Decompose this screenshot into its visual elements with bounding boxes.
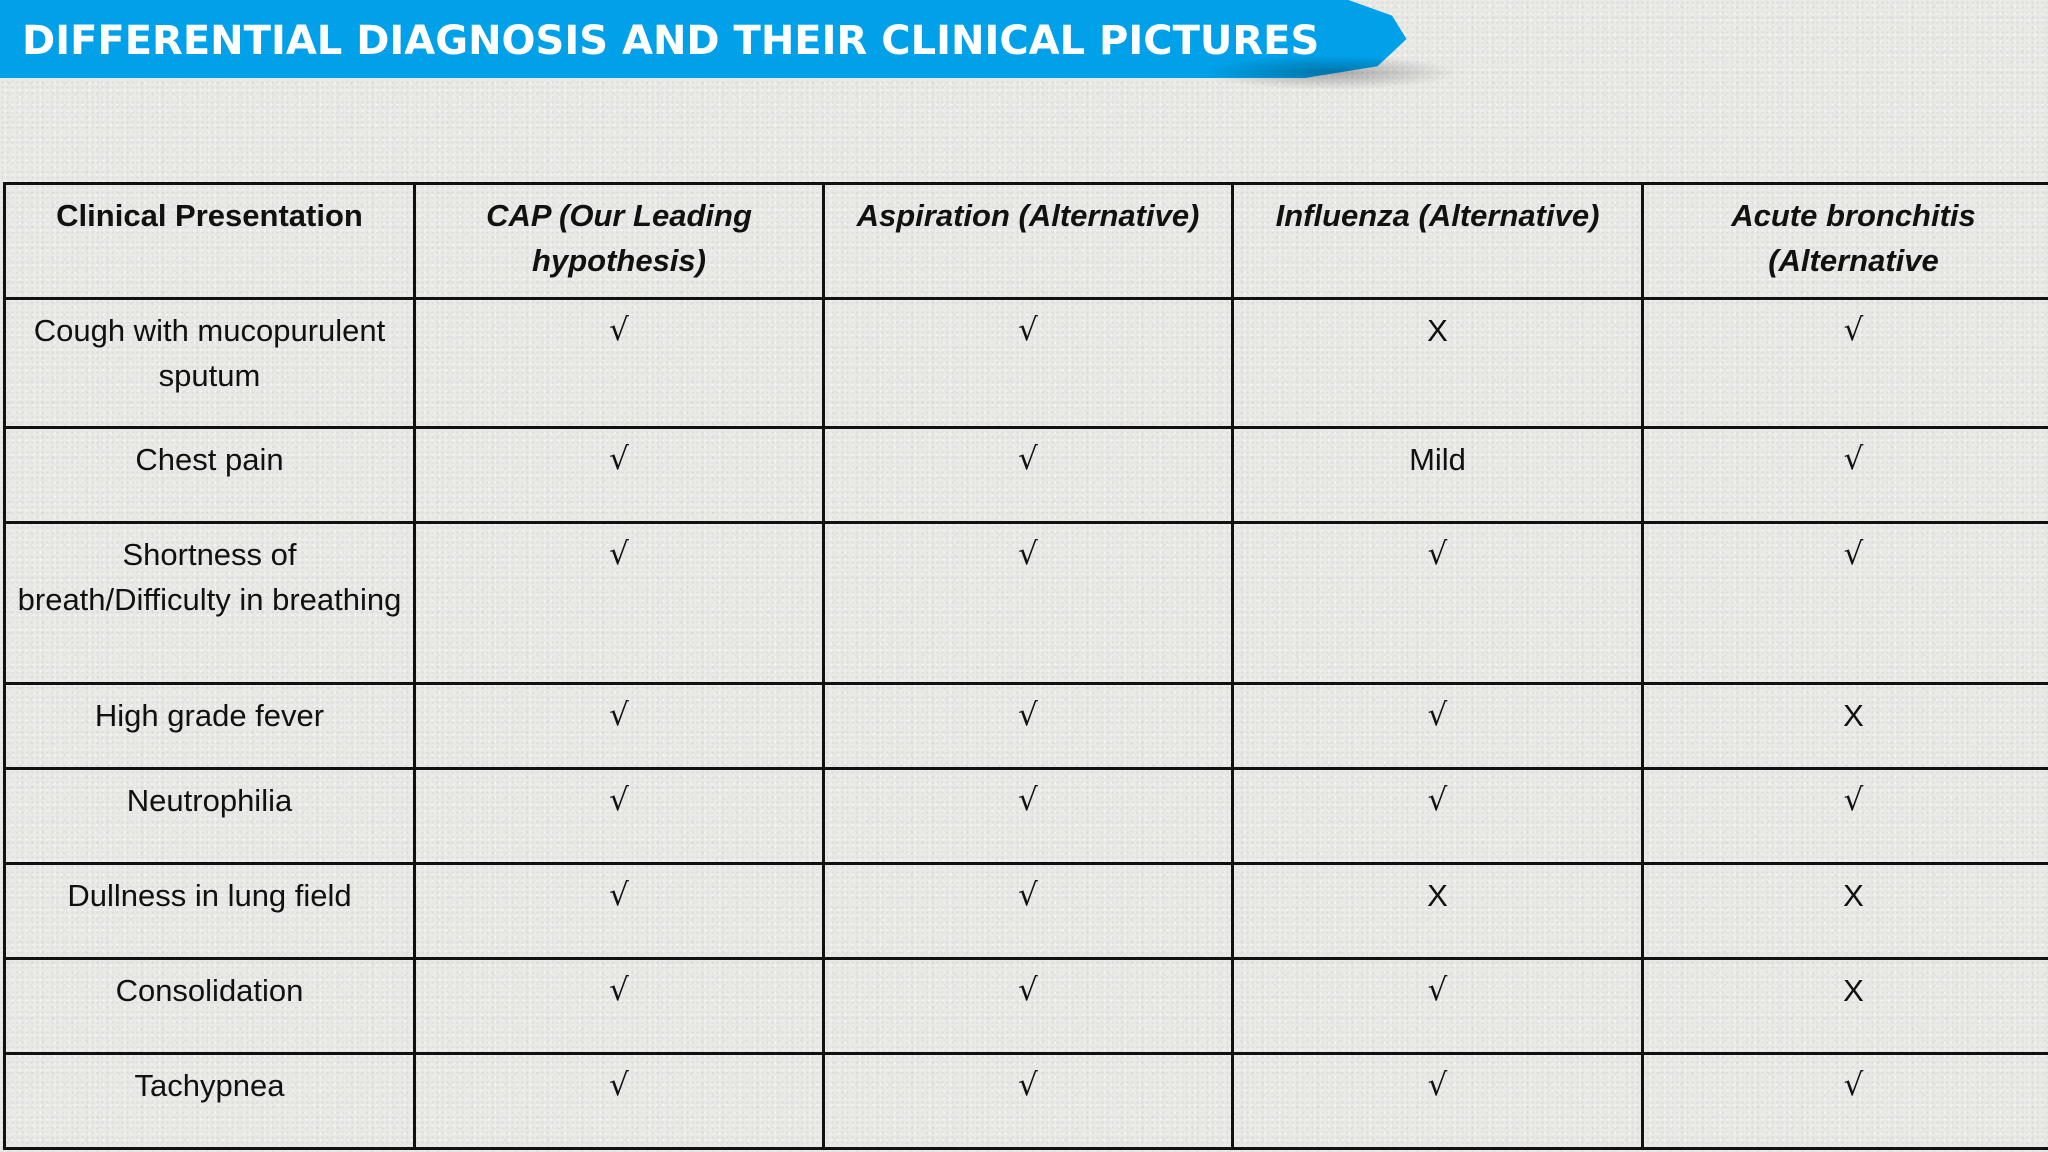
cell-influenza: √ [1231, 767, 1644, 865]
column-header-clinical-presentation: Clinical Presentation [3, 182, 416, 300]
page-title: DIFFERENTIAL DIAGNOSIS AND THEIR CLINICA… [22, 18, 1320, 64]
column-header-aspiration: Aspiration (Alternative) [822, 182, 1234, 300]
table-row: Consolidation √ √ √ X [3, 957, 2048, 1055]
cell-acute-bronchitis: √ [1641, 1052, 2048, 1150]
cell-acute-bronchitis: √ [1641, 521, 2048, 685]
cell-influenza: √ [1231, 957, 1644, 1055]
table-row: Tachypnea √ √ √ √ [3, 1052, 2048, 1150]
differential-table-container: Clinical Presentation CAP (Our Leading h… [3, 182, 2048, 1150]
row-label: Tachypnea [3, 1052, 416, 1150]
table-row: Neutrophilia √ √ √ √ [3, 767, 2048, 865]
cell-influenza: √ [1231, 682, 1644, 770]
cell-aspiration: √ [822, 767, 1234, 865]
column-header-cap: CAP (Our Leading hypothesis) [413, 182, 825, 300]
cell-cap: √ [413, 1052, 825, 1150]
cell-acute-bronchitis: X [1641, 862, 2048, 960]
cell-aspiration: √ [822, 521, 1234, 685]
cell-acute-bronchitis: √ [1641, 297, 2048, 429]
cell-aspiration: √ [822, 1052, 1234, 1150]
differential-diagnosis-table: Clinical Presentation CAP (Our Leading h… [3, 182, 2048, 1150]
cell-influenza: X [1231, 862, 1644, 960]
row-label: Chest pain [3, 426, 416, 524]
column-header-influenza: Influenza (Alternative) [1231, 182, 1644, 300]
cell-cap: √ [413, 767, 825, 865]
row-label: Neutrophilia [3, 767, 416, 865]
table-row: High grade fever √ √ √ X [3, 682, 2048, 770]
cell-cap: √ [413, 862, 825, 960]
table-row: Chest pain √ √ Mild √ [3, 426, 2048, 524]
cell-acute-bronchitis: X [1641, 682, 2048, 770]
title-banner [0, 0, 1407, 78]
cell-aspiration: √ [822, 297, 1234, 429]
table-row: Dullness in lung field √ √ X X [3, 862, 2048, 960]
cell-influenza: Mild [1231, 426, 1644, 524]
cell-influenza: √ [1231, 521, 1644, 685]
cell-cap: √ [413, 682, 825, 770]
table-header-row: Clinical Presentation CAP (Our Leading h… [3, 182, 2048, 300]
row-label: Consolidation [3, 957, 416, 1055]
cell-cap: √ [413, 957, 825, 1055]
cell-aspiration: √ [822, 426, 1234, 524]
cell-aspiration: √ [822, 682, 1234, 770]
cell-cap: √ [413, 297, 825, 429]
row-label: Dullness in lung field [3, 862, 416, 960]
row-label: High grade fever [3, 682, 416, 770]
cell-acute-bronchitis: X [1641, 957, 2048, 1055]
table-row: Cough with mucopurulent sputum √ √ X √ [3, 297, 2048, 429]
column-header-acute-bronchitis: Acute bronchitis (Alternative [1641, 182, 2048, 300]
cell-influenza: X [1231, 297, 1644, 429]
cell-influenza: √ [1231, 1052, 1644, 1150]
cell-acute-bronchitis: √ [1641, 767, 2048, 865]
cell-aspiration: √ [822, 862, 1234, 960]
cell-cap: √ [413, 521, 825, 685]
cell-aspiration: √ [822, 957, 1234, 1055]
row-label: Cough with mucopurulent sputum [3, 297, 416, 429]
table-row: Shortness of breath/Difficulty in breath… [3, 521, 2048, 685]
row-label: Shortness of breath/Difficulty in breath… [3, 521, 416, 685]
cell-cap: √ [413, 426, 825, 524]
cell-acute-bronchitis: √ [1641, 426, 2048, 524]
title-banner-shadow [1200, 55, 1460, 90]
